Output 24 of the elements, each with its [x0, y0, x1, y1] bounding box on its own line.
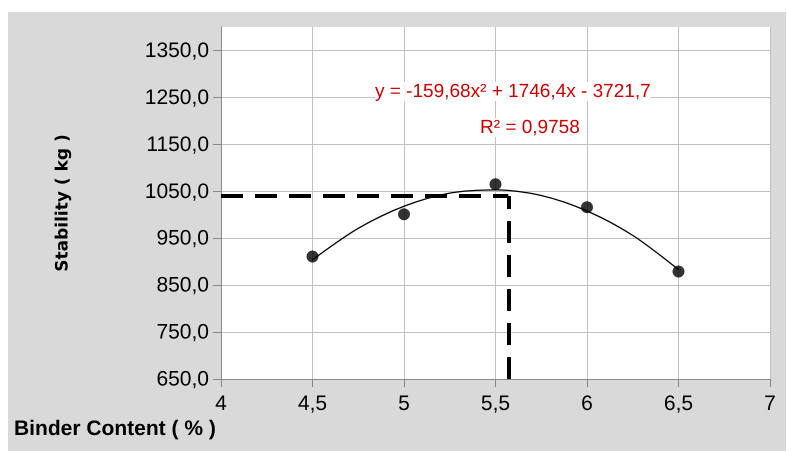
x-tick-label: 5,5: [480, 392, 510, 415]
y-tick-label: 850,0: [156, 274, 209, 297]
point: [672, 266, 684, 278]
point: [581, 201, 593, 214]
x-tick-label: 5: [398, 392, 410, 415]
x-tick-label: 4: [215, 392, 228, 415]
x-tick-label: 6,5: [664, 392, 694, 415]
y-tick-label: 1250,0: [144, 86, 209, 109]
y-axis-title: Stability ( kg ): [52, 134, 72, 272]
y-tick-label: 950,0: [156, 226, 209, 250]
x-axis-title: Binder Content ( % ): [14, 417, 216, 440]
x-tick-label: 6: [581, 392, 593, 415]
annotation: y = -159,68x² + 1746,4x - 3721,7: [375, 81, 651, 102]
y-tick-label: 1050,0: [144, 180, 209, 203]
y-tick-label: 1150,0: [146, 132, 209, 156]
annotation: R² = 0,9758: [480, 117, 580, 138]
x-tick-label: 7: [764, 392, 776, 415]
y-tick-label: 650,0: [156, 368, 209, 390]
point: [490, 178, 502, 190]
point: [306, 250, 318, 262]
x-tick-label: 4,5: [298, 392, 328, 415]
y-tick-label: 750,0: [156, 320, 209, 344]
point: [398, 208, 410, 220]
y-tick-label: 1350,0: [144, 38, 209, 62]
